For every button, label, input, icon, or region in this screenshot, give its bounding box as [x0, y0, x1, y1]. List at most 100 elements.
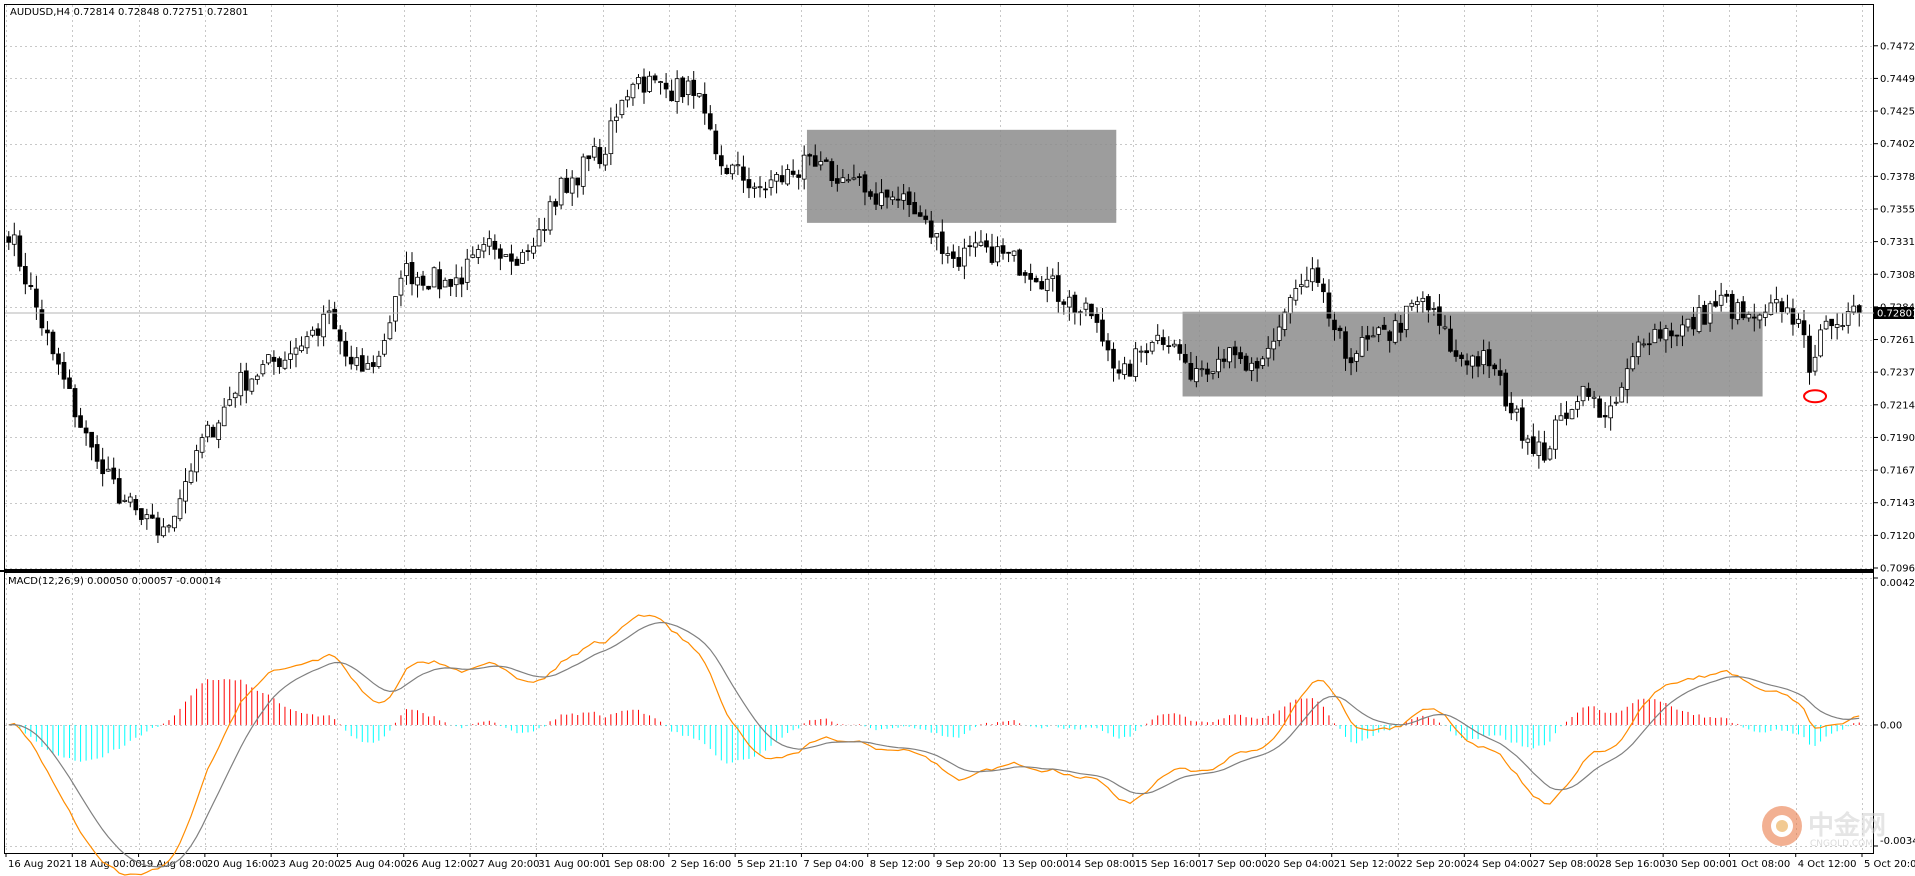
candle [1718, 282, 1724, 312]
candle [719, 145, 724, 175]
candle [851, 164, 857, 181]
candle [895, 186, 901, 209]
candle [1188, 352, 1194, 382]
candle [1713, 290, 1718, 308]
candle [1437, 294, 1442, 335]
candle [1127, 359, 1133, 377]
candle [1171, 339, 1177, 348]
candle [1160, 329, 1166, 351]
candle [1006, 251, 1011, 263]
candle [409, 252, 415, 296]
candle [1310, 257, 1315, 291]
candle [1111, 342, 1116, 382]
candle [995, 236, 1000, 267]
candle [61, 351, 67, 389]
candle [111, 457, 117, 485]
price-tick-label: 0.73785 [1880, 172, 1915, 183]
candle [1790, 298, 1796, 336]
candle [619, 99, 625, 119]
candle [663, 73, 669, 99]
candle [1558, 402, 1564, 421]
candle [1144, 343, 1149, 365]
candle [271, 350, 277, 375]
candle [293, 337, 299, 368]
candle [288, 341, 293, 369]
candle [1293, 279, 1299, 306]
candle [370, 355, 376, 374]
candle [984, 233, 989, 253]
candle [702, 82, 708, 125]
candle [1630, 342, 1636, 372]
candle [1017, 248, 1022, 276]
candle [404, 251, 409, 285]
candle [133, 495, 139, 516]
candle [1608, 396, 1613, 431]
candle [122, 494, 128, 503]
candle [514, 256, 520, 266]
candle [575, 177, 581, 198]
candle [89, 431, 94, 461]
candle [1751, 303, 1757, 332]
candle [890, 191, 895, 205]
candle [304, 331, 310, 354]
candle [1624, 358, 1630, 404]
candle [277, 356, 282, 374]
candle [172, 515, 177, 532]
candle [1519, 399, 1525, 449]
candle [205, 420, 210, 443]
candle [1569, 408, 1575, 420]
candle [1354, 350, 1359, 372]
candle [39, 299, 45, 336]
candle [636, 74, 641, 90]
candle [1387, 329, 1393, 353]
candle [1216, 346, 1221, 379]
candles [6, 68, 1862, 544]
candle [1033, 275, 1039, 283]
candle [1525, 434, 1531, 455]
candle [1470, 354, 1475, 379]
macd-line [8, 614, 1860, 876]
candle [564, 168, 570, 194]
current-price-label: 0.72801 [1877, 309, 1915, 320]
candle [1591, 390, 1597, 409]
candle [680, 76, 686, 103]
candle [299, 336, 304, 353]
candle [1194, 355, 1199, 388]
candle [1365, 325, 1370, 351]
candle [846, 173, 851, 183]
candle [1022, 270, 1028, 284]
time-tick-label: 19 Aug 08:00 [141, 859, 208, 870]
candle [50, 329, 56, 361]
candle [1199, 360, 1205, 377]
candle [1735, 298, 1741, 325]
candle [67, 369, 72, 389]
candle [1265, 336, 1271, 367]
price-tick-label: 0.71435 [1880, 498, 1915, 509]
candle [315, 323, 321, 347]
candle [923, 209, 929, 225]
candle [337, 325, 343, 355]
candle [1249, 357, 1254, 382]
candle [1205, 362, 1210, 382]
time-tick-label: 16 Aug 2021 [8, 859, 72, 870]
candle [1801, 309, 1807, 348]
candle [1409, 299, 1415, 311]
candle [492, 234, 498, 260]
candle [520, 249, 525, 264]
candle [481, 237, 487, 259]
candle [691, 71, 697, 109]
candle [525, 244, 531, 261]
price-tick-label: 0.74255 [1880, 107, 1915, 118]
candle [238, 362, 244, 406]
time-tick-label: 7 Sep 04:00 [803, 859, 863, 870]
candle [608, 107, 614, 166]
time-tick-label: 4 Oct 12:00 [1798, 859, 1857, 870]
candle [509, 244, 514, 275]
candle [597, 138, 603, 169]
candle [1685, 318, 1691, 332]
candle [956, 245, 962, 271]
candle [216, 419, 222, 449]
